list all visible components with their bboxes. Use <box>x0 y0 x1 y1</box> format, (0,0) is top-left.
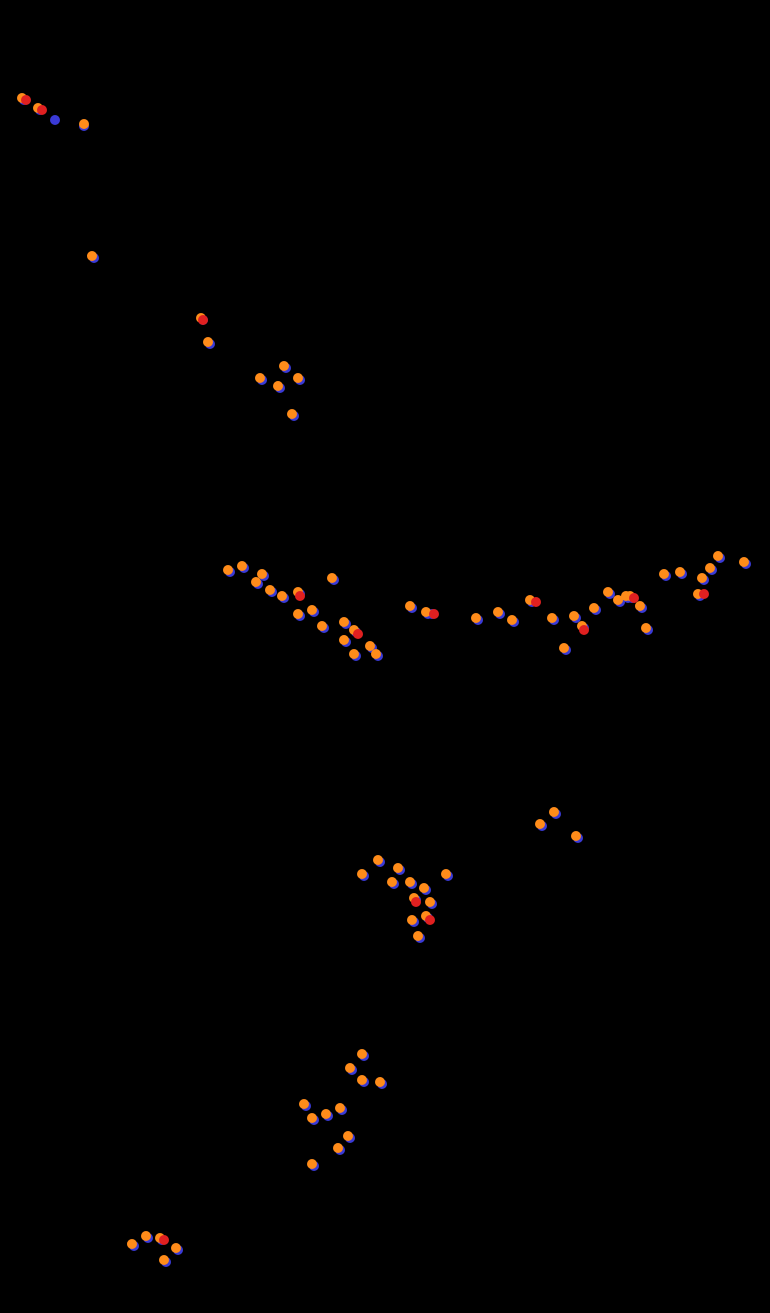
scatter-point <box>713 551 723 561</box>
scatter-point <box>471 613 481 623</box>
scatter-point <box>641 623 651 633</box>
scatter-point <box>629 593 639 603</box>
scatter-point <box>333 1143 343 1153</box>
scatter-point <box>635 601 645 611</box>
scatter-point <box>343 1131 353 1141</box>
scatter-point <box>339 617 349 627</box>
scatter-point <box>697 573 707 583</box>
scatter-point <box>127 1239 137 1249</box>
scatter-point <box>279 361 289 371</box>
scatter-point <box>50 115 60 125</box>
scatter-point <box>293 373 303 383</box>
scatter-point <box>349 649 359 659</box>
scatter-point <box>327 573 337 583</box>
scatter-point <box>237 561 247 571</box>
scatter-point <box>535 819 545 829</box>
scatter-point <box>405 601 415 611</box>
scatter-point <box>425 915 435 925</box>
scatter-point <box>345 1063 355 1073</box>
scatter-point <box>357 869 367 879</box>
scatter-point <box>493 607 503 617</box>
scatter-point <box>159 1255 169 1265</box>
scatter-point <box>353 629 363 639</box>
scatter-point <box>141 1231 151 1241</box>
scatter-point <box>357 1049 367 1059</box>
scatter-point <box>579 625 589 635</box>
scatter-point <box>603 587 613 597</box>
scatter-point <box>317 621 327 631</box>
scatter-point <box>549 807 559 817</box>
scatter-point <box>203 337 213 347</box>
scatter-point <box>335 1103 345 1113</box>
scatter-point <box>699 589 709 599</box>
scatter-point <box>531 597 541 607</box>
scatter-point <box>277 591 287 601</box>
scatter-point <box>265 585 275 595</box>
scatter-point <box>223 565 233 575</box>
scatter-plot <box>0 0 770 1313</box>
scatter-point <box>547 613 557 623</box>
scatter-point <box>295 591 305 601</box>
scatter-point <box>705 563 715 573</box>
scatter-point <box>37 105 47 115</box>
scatter-point <box>375 1077 385 1087</box>
scatter-point <box>307 1113 317 1123</box>
scatter-point <box>569 611 579 621</box>
scatter-point <box>659 569 669 579</box>
scatter-point <box>159 1235 169 1245</box>
scatter-point <box>307 605 317 615</box>
scatter-point <box>559 643 569 653</box>
scatter-point <box>287 409 297 419</box>
scatter-point <box>405 877 415 887</box>
scatter-point <box>321 1109 331 1119</box>
scatter-point <box>413 931 423 941</box>
scatter-point <box>339 635 349 645</box>
scatter-point <box>425 897 435 907</box>
scatter-point <box>739 557 749 567</box>
scatter-point <box>255 373 265 383</box>
scatter-point <box>257 569 267 579</box>
scatter-point <box>79 119 89 129</box>
scatter-point <box>589 603 599 613</box>
scatter-point <box>273 381 283 391</box>
scatter-point <box>507 615 517 625</box>
scatter-point <box>419 883 429 893</box>
scatter-point <box>675 567 685 577</box>
scatter-point <box>411 897 421 907</box>
scatter-point <box>407 915 417 925</box>
scatter-point <box>21 95 31 105</box>
scatter-point <box>393 863 403 873</box>
scatter-point <box>198 315 208 325</box>
scatter-point <box>387 877 397 887</box>
scatter-point <box>429 609 439 619</box>
scatter-point <box>293 609 303 619</box>
scatter-point <box>171 1243 181 1253</box>
scatter-point <box>371 649 381 659</box>
scatter-point <box>299 1099 309 1109</box>
scatter-point <box>87 251 97 261</box>
scatter-point <box>441 869 451 879</box>
scatter-point <box>571 831 581 841</box>
scatter-point <box>373 855 383 865</box>
scatter-point <box>357 1075 367 1085</box>
scatter-point <box>307 1159 317 1169</box>
